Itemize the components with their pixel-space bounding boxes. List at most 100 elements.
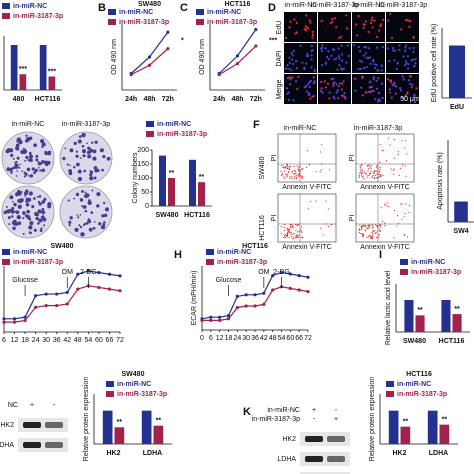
colony [39,229,43,232]
cell [290,58,294,61]
colony [77,216,80,219]
band [305,456,323,462]
event [289,229,291,231]
event [363,225,365,227]
point [166,47,170,51]
cell [386,47,390,50]
colony [22,232,25,235]
colony [41,207,45,211]
event [358,228,361,230]
x-tick-label: 6 [209,335,213,342]
x-tick-label: 72h [250,96,262,103]
cell [390,36,394,40]
cell [406,19,410,22]
cell [414,58,417,61]
cell [408,82,412,86]
y-axis-label: Colony numbers [132,152,139,203]
column-label: in-miR-NC [284,125,317,132]
legend-swatch [196,9,204,15]
event [287,231,289,233]
legend-label: in-miR-NC [157,121,191,128]
flow-plot [355,133,415,183]
cell [369,91,372,94]
colony [79,214,82,216]
colony [37,209,42,214]
event [393,173,395,175]
cell [394,92,398,95]
event [284,170,286,172]
colony [86,142,88,145]
bar [48,76,56,90]
event [293,227,295,229]
colony [11,206,15,211]
sign: + [30,402,34,409]
band [327,456,345,462]
cell [404,46,407,49]
point [244,304,248,308]
colony [81,132,86,138]
x-tick-label: 30 [42,337,50,344]
cell [311,33,314,37]
colony [87,200,92,205]
colony [91,149,94,152]
colony [35,154,39,158]
event [393,168,395,170]
cell [372,60,375,63]
event [294,223,297,226]
event [372,230,374,232]
event [295,229,297,232]
cell [340,94,344,97]
event [375,232,377,235]
cell [327,57,330,61]
cell [362,66,366,70]
condition-label: NC [8,402,18,409]
colony [96,204,100,208]
cell [288,61,291,64]
cell [329,21,332,25]
colony [22,211,25,214]
colony [103,213,108,218]
cell [380,82,384,85]
cell [323,80,326,83]
legend-label: in-miR-NC [119,9,153,16]
event [298,231,301,233]
legend-label: in-miR-3187-3p [157,131,207,138]
point [209,318,213,322]
cell [288,56,291,59]
cell [327,50,330,53]
event [385,160,388,162]
point [129,73,133,77]
column-label: in-miR-NC [12,121,45,128]
point [306,275,310,279]
cell [357,14,360,18]
colony [16,138,21,143]
point [2,320,6,324]
significance: ** [117,419,123,426]
event [377,235,379,237]
point [107,272,112,276]
colony [24,172,28,176]
event [298,235,301,237]
event [379,224,381,226]
event [289,232,292,234]
legend-swatch [106,391,114,397]
cell [299,44,302,47]
x-tick-label: 42 [260,335,268,342]
x-tick-label: SW4 [453,228,468,235]
colony [102,155,106,159]
event [295,173,297,175]
significance: * [181,37,184,44]
cell [332,77,335,80]
colony [12,166,15,170]
colony [40,139,45,144]
colony [69,216,73,220]
event [330,223,333,226]
event [387,205,389,208]
point [253,304,257,308]
colony [43,224,46,227]
colony [22,150,27,155]
colony [78,135,82,138]
significance: *** [19,66,27,73]
point [97,271,101,275]
event [286,236,288,238]
